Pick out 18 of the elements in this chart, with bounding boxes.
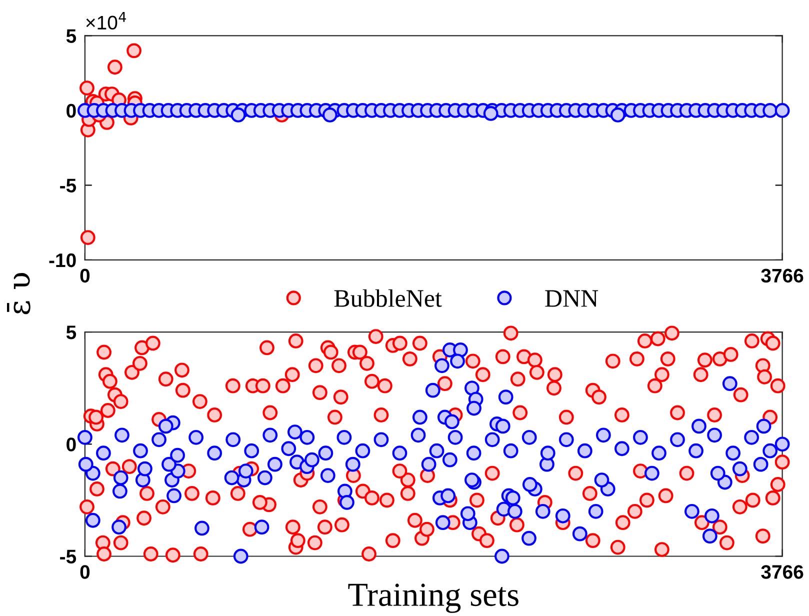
text: ×10$^{4}$ [86,12,126,30]
x-axis-title: Training sets [348,584,518,613]
point [80,230,96,245]
y-tick-label: 5 [66,326,76,340]
y-tick-label: -5 [60,178,76,192]
legend-label: DNN [545,290,598,307]
point [126,43,142,58]
x-tick-label: 3766 [761,565,804,579]
y-tick-label: 0 [66,438,76,452]
point [107,60,122,75]
y-tick-label: -5 [60,550,76,564]
y-tick-label: 0 [66,104,76,118]
legend-label: BubbleNet [334,289,442,307]
point [80,80,94,96]
y-tick-label: -10 [49,253,76,268]
x-tick-label: 3766 [761,268,804,283]
y-tick-label: 5 [66,29,76,43]
y-axis-title: ε̄ υ [7,273,30,314]
